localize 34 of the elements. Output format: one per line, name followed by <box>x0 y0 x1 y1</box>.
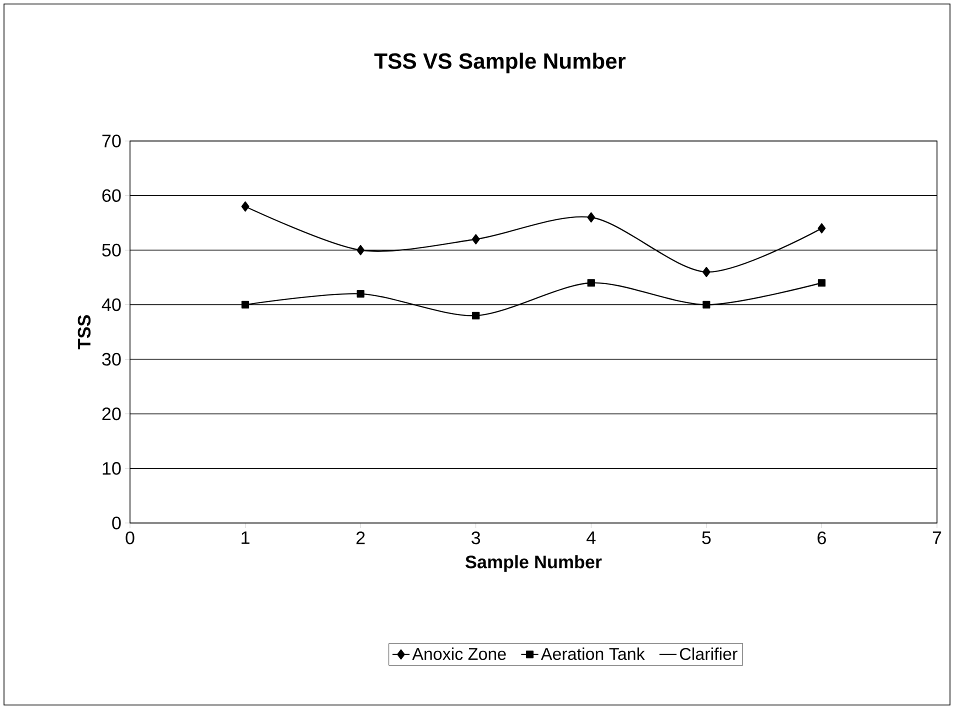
point <box>241 300 250 309</box>
chart-title: TSS VS Sample Number <box>374 52 626 74</box>
point <box>472 234 480 244</box>
point <box>587 279 595 287</box>
x-tick-label: 2 <box>356 532 365 544</box>
point <box>241 201 250 212</box>
y-tick-label: 50 <box>102 244 121 257</box>
y-tick-label: 30 <box>102 352 121 366</box>
x-tick-label: 1 <box>242 532 250 544</box>
point <box>702 266 710 278</box>
x-tick-label: 7 <box>932 532 942 544</box>
y-axis-title: TSS <box>78 315 91 350</box>
legend-label: Aeration Tank <box>540 648 645 660</box>
legend-label: Clarifier <box>680 648 738 660</box>
y-tick-label: 10 <box>102 462 121 475</box>
y-tick-label: 20 <box>102 407 121 420</box>
x-axis-title: Sample Number <box>466 555 602 572</box>
y-tick-label: 40 <box>102 298 121 312</box>
point <box>587 212 596 222</box>
point <box>818 279 826 287</box>
y-tick-label: 70 <box>102 134 121 148</box>
point <box>356 290 364 298</box>
point <box>818 223 826 234</box>
x-tick-label: 5 <box>702 532 711 544</box>
point <box>472 312 480 320</box>
x-tick-label: 4 <box>586 532 596 544</box>
y-tick-label: 0 <box>112 516 121 530</box>
x-tick-label: 3 <box>472 532 480 544</box>
legend-label: Anoxic Zone <box>412 648 506 660</box>
x-tick-label: 6 <box>818 532 826 544</box>
point <box>702 300 710 309</box>
point <box>356 245 365 256</box>
x-tick-label: 0 <box>126 532 134 544</box>
y-tick-label: 60 <box>102 189 121 202</box>
